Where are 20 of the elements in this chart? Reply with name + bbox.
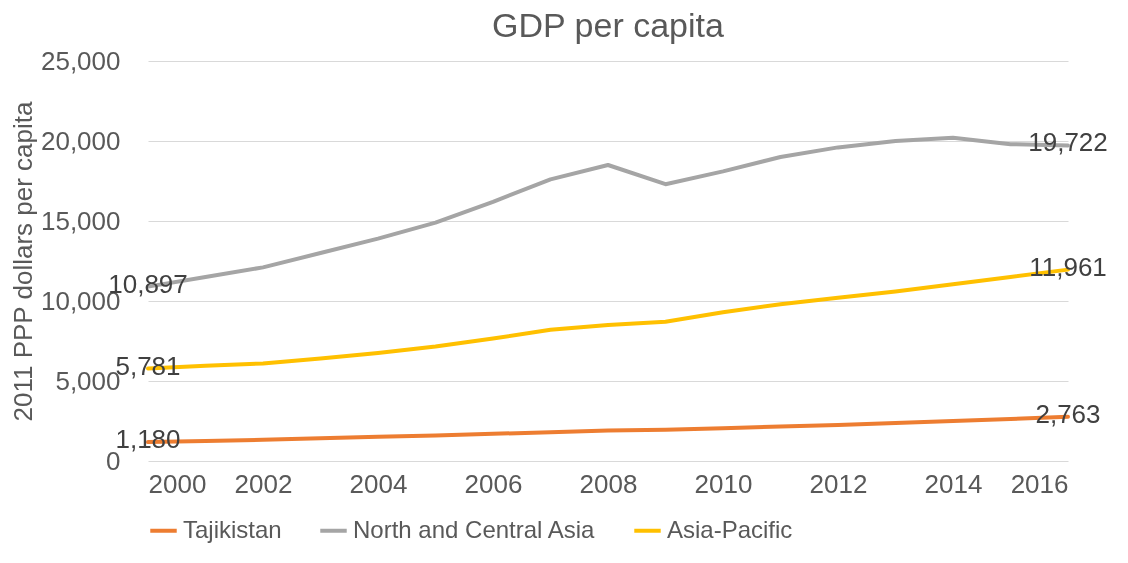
data-label: 11,961 [1029, 251, 1107, 282]
y-tick-label: 20,000 [40, 125, 121, 156]
x-tick-label: 2000 [148, 468, 207, 499]
x-tick-label: 2012 [809, 468, 868, 499]
chart-title: GDP per capita [492, 6, 724, 44]
legend-label: North and Central Asia [353, 515, 596, 543]
x-tick-label: 2014 [924, 468, 983, 499]
x-tick-label: 2002 [234, 468, 293, 499]
legend-label: Tajikistan [183, 515, 282, 543]
x-tick-label: 2004 [349, 468, 408, 499]
x-tick-label: 2016 [1010, 468, 1069, 499]
data-label: 19,722 [1028, 127, 1108, 158]
legend-label: Asia-Pacific [667, 515, 793, 543]
data-label: 2,763 [1035, 398, 1101, 429]
x-tick-label: 2010 [694, 468, 753, 499]
x-tick-label: 2006 [464, 468, 523, 499]
x-tick-label: 2008 [579, 468, 638, 499]
y-tick-label: 15,000 [40, 205, 121, 236]
y-tick-label: 25,000 [40, 45, 121, 76]
y-axis-title: 2011 PPP dollars per capita [7, 101, 38, 422]
